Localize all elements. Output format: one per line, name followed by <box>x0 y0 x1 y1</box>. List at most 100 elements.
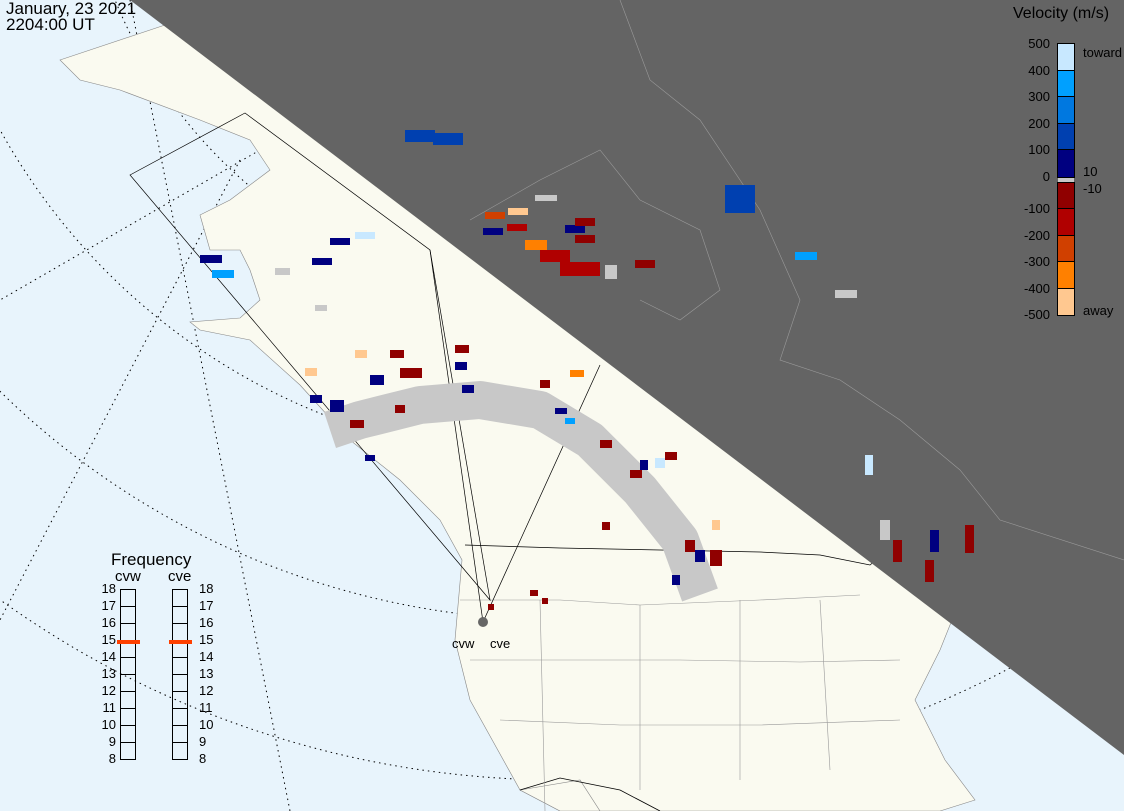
velocity-tick: 200 <box>1028 115 1050 131</box>
scatter-cell <box>560 262 600 276</box>
scatter-cell <box>695 550 705 562</box>
frequency-scale-label: 9 <box>199 734 207 749</box>
frequency-scale-label: 16 <box>101 615 116 630</box>
scatter-cell <box>483 228 503 235</box>
scatter-cell <box>400 368 422 378</box>
frequency-scale-label: 12 <box>199 683 214 698</box>
scatter-cell <box>835 290 857 298</box>
scatter-cell <box>605 265 617 279</box>
frequency-scale-label: 13 <box>101 666 116 681</box>
scatter-cell <box>488 604 494 610</box>
scatter-cell <box>865 455 873 475</box>
frequency-scale-label: 11 <box>199 700 213 715</box>
date-label: January, 23 2021 <box>6 0 137 18</box>
scatter-cell <box>540 250 570 262</box>
frequency-bin <box>172 742 188 760</box>
frequency-bin <box>120 742 136 760</box>
colorbar-segment <box>1057 69 1075 98</box>
frequency-bin <box>172 725 188 743</box>
frequency-bin <box>120 623 136 641</box>
velocity-tick: 300 <box>1028 89 1050 104</box>
frequency-scale-label: 13 <box>199 666 214 681</box>
scatter-cell <box>880 520 890 540</box>
frequency-scale-label: 12 <box>101 683 116 698</box>
frequency-scale-label: 18 <box>101 581 116 596</box>
map-timestamp: January, 23 2021 2204:00 UT <box>6 0 137 34</box>
scatter-cell <box>530 590 538 596</box>
velocity-tick: 500 <box>1028 36 1050 51</box>
colorbar-segment <box>1057 287 1075 316</box>
scatter-cell <box>600 440 612 448</box>
velocity-tick: 100 <box>1028 142 1050 157</box>
site-label-cvw: cvw <box>452 636 475 651</box>
scatter-cell <box>565 418 575 424</box>
frequency-bin <box>120 708 136 726</box>
radar-site-marker <box>478 617 488 627</box>
frequency-scale-label: 10 <box>199 717 214 732</box>
away-label: away <box>1083 303 1114 318</box>
frequency-marker-cvw <box>117 639 140 644</box>
velocity-tick: 0 <box>1042 168 1050 184</box>
frequency-bin <box>172 708 188 726</box>
scatter-cell <box>433 133 463 145</box>
velocity-tick: 400 <box>1028 62 1050 78</box>
scatter-cell <box>315 305 327 311</box>
meridian-line <box>0 149 261 301</box>
frequency-scale-label: 8 <box>108 751 116 766</box>
frequency-scale-label: 16 <box>199 615 214 630</box>
frequency-scale-label: 15 <box>101 632 116 647</box>
frequency-scale-label: 18 <box>199 581 214 596</box>
frequency-scale-label: 14 <box>101 649 116 664</box>
frequency-scale-label: 17 <box>101 598 116 613</box>
colorbar-segment <box>1057 43 1075 72</box>
scatter-cell <box>405 130 435 142</box>
velocity-legend-title: Velocity (m/s) <box>1013 5 1110 22</box>
scatter-cell <box>570 370 584 377</box>
scatter-cell <box>540 380 550 388</box>
frequency-bin <box>172 623 188 641</box>
scatter-cell <box>310 395 322 403</box>
time-label: 2204:00 UT <box>6 15 95 34</box>
scatter-cell <box>655 458 665 468</box>
scatter-cell <box>485 212 505 219</box>
frequency-scale-label: 10 <box>101 717 116 732</box>
frequency-bin <box>120 606 136 624</box>
scatter-cell <box>507 224 527 231</box>
velocity-tick: -500 <box>1023 307 1050 322</box>
scatter-cell <box>575 218 595 226</box>
scatter-cell <box>672 575 680 585</box>
scatter-cell <box>462 385 474 393</box>
gs-lower-label: -10 <box>1083 181 1102 196</box>
scatter-cell <box>395 405 405 413</box>
radar-scatter-cells <box>200 130 974 610</box>
scatter-cell <box>893 540 902 562</box>
scatter-cell <box>602 522 610 530</box>
scatter-cell <box>710 550 722 566</box>
scatter-cell <box>795 252 817 260</box>
frequency-bin <box>172 674 188 692</box>
scatter-cell <box>508 208 528 215</box>
scatter-cell <box>365 455 375 461</box>
state-borders <box>460 594 901 811</box>
frequency-bin <box>120 691 136 709</box>
radar-name-cve: cve <box>168 568 192 585</box>
ground-scatter-band <box>323 381 718 602</box>
frequency-bin <box>120 589 136 607</box>
scatter-cell <box>542 598 548 604</box>
frequency-scale-label: 8 <box>199 751 207 766</box>
night-coastlines <box>469 0 1124 561</box>
scatter-cell <box>725 185 755 213</box>
scatter-cell <box>555 408 567 414</box>
scatter-cell <box>212 270 234 278</box>
scatter-cell <box>330 238 350 245</box>
scatter-cell <box>925 560 934 582</box>
frequency-bin <box>120 657 136 675</box>
colorbar-segment <box>1057 261 1075 290</box>
scatter-cell <box>535 195 557 201</box>
political-borders <box>464 539 901 811</box>
colorbar-segment <box>1057 208 1075 237</box>
scatter-cell <box>390 350 404 358</box>
scatter-cell <box>200 255 222 263</box>
frequency-bin <box>120 725 136 743</box>
